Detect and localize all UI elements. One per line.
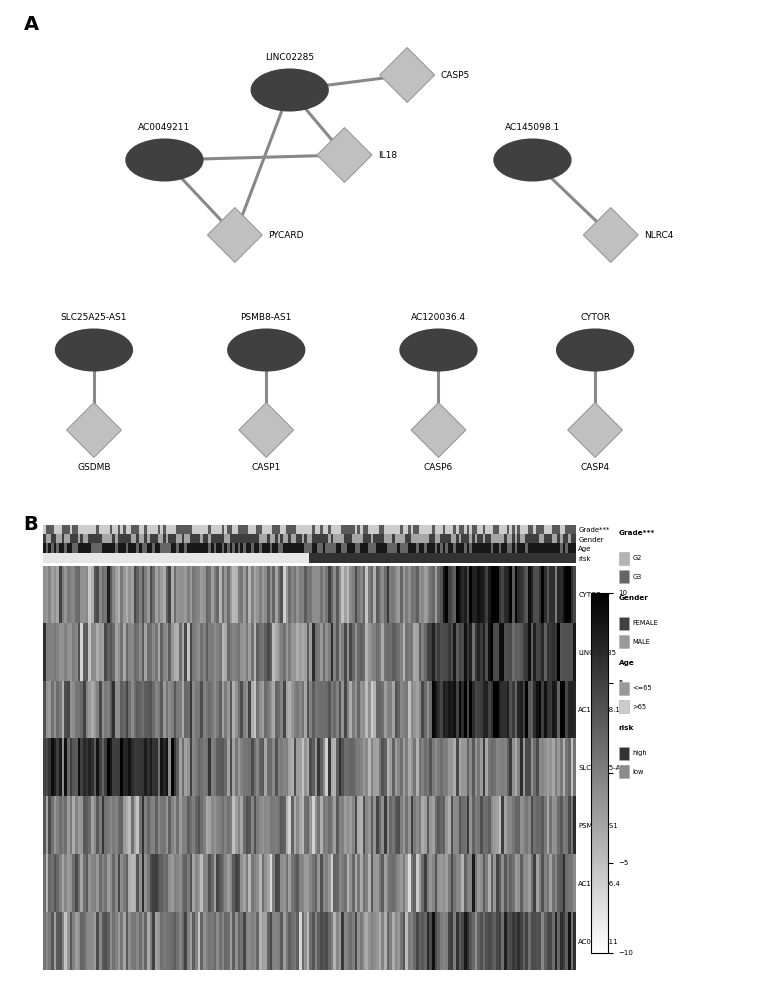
Text: AC120036.4: AC120036.4 [411, 313, 466, 322]
Text: CASP1: CASP1 [251, 463, 281, 472]
Text: G3: G3 [633, 574, 642, 580]
Polygon shape [411, 403, 466, 457]
Polygon shape [317, 128, 372, 182]
Text: CASP6: CASP6 [424, 463, 453, 472]
Ellipse shape [493, 138, 572, 182]
Text: PSMB8-AS1: PSMB8-AS1 [240, 313, 292, 322]
Text: Grade***: Grade*** [619, 530, 655, 536]
Text: Gender: Gender [619, 595, 648, 601]
Text: <=65: <=65 [633, 685, 652, 691]
Text: SLC25A25-AS1: SLC25A25-AS1 [61, 313, 127, 322]
Polygon shape [207, 208, 262, 262]
Ellipse shape [227, 328, 305, 372]
Polygon shape [380, 48, 435, 102]
Text: PYCARD: PYCARD [269, 231, 304, 239]
Text: MALE: MALE [633, 639, 651, 645]
Polygon shape [239, 403, 294, 457]
Text: FEMALE: FEMALE [633, 620, 659, 626]
Text: CYTOR: CYTOR [580, 313, 610, 322]
Text: A: A [23, 15, 38, 34]
Ellipse shape [399, 328, 478, 372]
Ellipse shape [251, 68, 329, 112]
Ellipse shape [55, 328, 133, 372]
Polygon shape [67, 403, 121, 457]
Ellipse shape [125, 138, 204, 182]
Text: low: low [633, 769, 644, 775]
Polygon shape [583, 208, 638, 262]
Text: AC0049211: AC0049211 [139, 123, 190, 132]
Text: AC145098.1: AC145098.1 [505, 123, 560, 132]
Text: IL18: IL18 [378, 150, 397, 159]
Text: G2: G2 [633, 555, 642, 561]
Text: high: high [633, 750, 648, 756]
Text: GSDMB: GSDMB [78, 463, 110, 472]
Polygon shape [568, 403, 622, 457]
Text: B: B [23, 515, 38, 534]
Text: CASP4: CASP4 [580, 463, 610, 472]
Text: LINC02285: LINC02285 [265, 53, 314, 62]
Text: >65: >65 [633, 704, 647, 710]
Ellipse shape [556, 328, 634, 372]
Text: Age: Age [619, 660, 634, 666]
Text: risk: risk [619, 725, 634, 731]
Text: CASP5: CASP5 [441, 70, 470, 80]
Text: NLRC4: NLRC4 [644, 231, 674, 239]
